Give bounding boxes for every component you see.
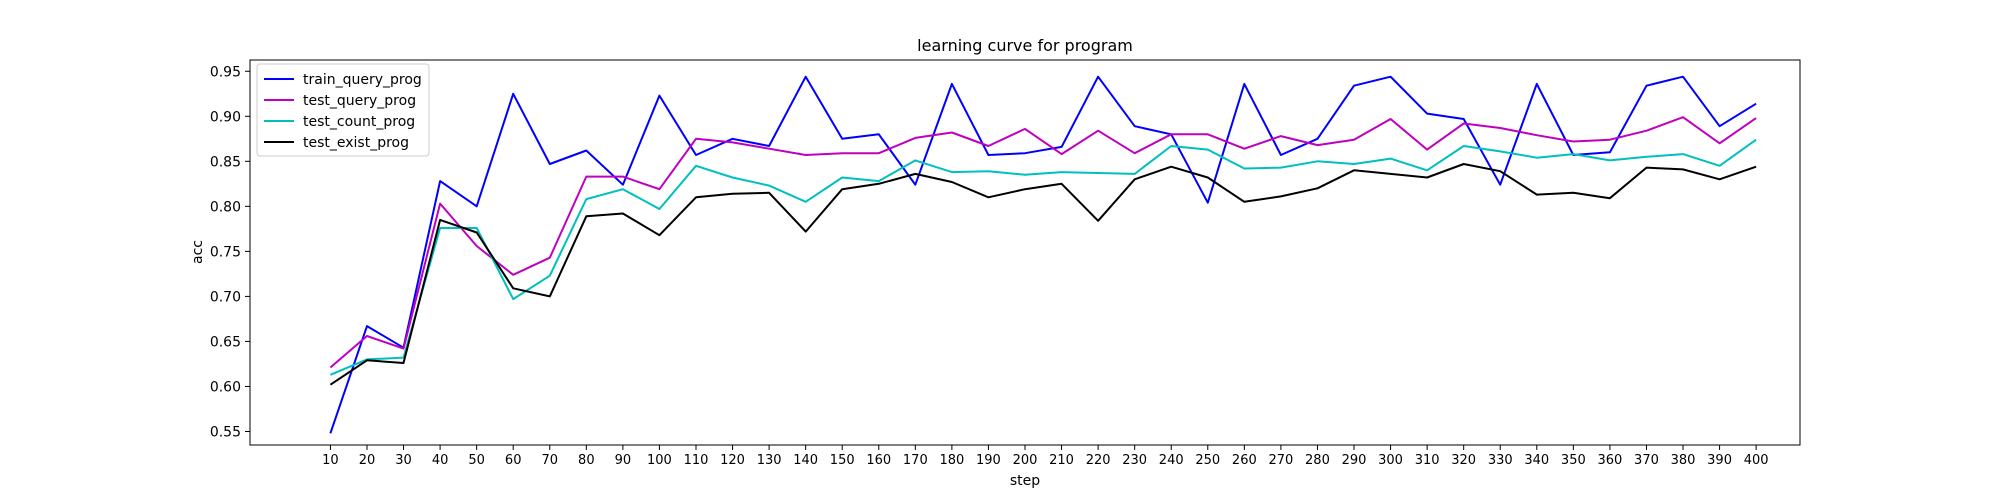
x-tick-label: 320: [1451, 453, 1476, 468]
series-line-test_exist_prog: [329, 163, 1757, 386]
x-tick-label: 20: [359, 453, 376, 468]
x-tick-label: 340: [1524, 453, 1549, 468]
x-tick-label: 210: [1049, 453, 1074, 468]
x-tick-label: 270: [1268, 453, 1293, 468]
x-tick-label: 330: [1488, 453, 1513, 468]
y-tick-label: 0.85: [210, 154, 241, 170]
x-tick-label: 160: [866, 453, 891, 468]
x-tick-label: 380: [1671, 453, 1696, 468]
series-line-train_query_prog: [329, 75, 1757, 434]
y-tick-label: 0.65: [210, 334, 241, 350]
y-axis: 0.55 0.60 0.65 0.70 0.75 0.80 0.85 0.90 0.95: [210, 64, 250, 440]
x-tick-label: 190: [976, 453, 1001, 468]
series-layer: [329, 75, 1757, 434]
x-tick-label: 30: [395, 453, 412, 468]
x-tick-label: 120: [720, 453, 745, 468]
x-tick-label: 150: [830, 453, 855, 468]
x-tick-label: 220: [1086, 453, 1111, 468]
x-tick-label: 300: [1378, 453, 1403, 468]
x-tick-label: 400: [1744, 453, 1769, 468]
x-tick-label: 290: [1342, 453, 1367, 468]
legend-label: train_query_prog: [303, 72, 422, 88]
y-tick-label: 0.75: [210, 244, 241, 260]
x-tick-label: 390: [1707, 453, 1732, 468]
x-tick-label: 370: [1634, 453, 1659, 468]
x-tick-label: 80: [578, 453, 595, 468]
legend-label: test_query_prog: [303, 93, 416, 109]
x-tick-label: 280: [1305, 453, 1330, 468]
chart-title: learning curve for program: [917, 36, 1133, 55]
x-tick-label: 200: [1013, 453, 1038, 468]
x-tick-label: 70: [541, 453, 558, 468]
x-tick-label: 350: [1561, 453, 1586, 468]
x-tick-label: 110: [684, 453, 709, 468]
x-tick-label: 60: [505, 453, 522, 468]
x-tick-label: 230: [1122, 453, 1147, 468]
y-tick-label: 0.55: [210, 424, 241, 440]
x-axis-label: step: [1010, 473, 1040, 489]
x-axis: 10 20 30 40 50 60 70 80 90 100 110 120 130 140 150 160 1…: [322, 445, 1769, 468]
series-line-test_query_prog: [329, 116, 1757, 369]
x-tick-label: 310: [1415, 453, 1440, 468]
x-tick-label: 240: [1159, 453, 1184, 468]
x-tick-label: 40: [432, 453, 449, 468]
legend-label: test_exist_prog: [303, 135, 409, 151]
x-tick-label: 90: [615, 453, 632, 468]
y-tick-label: 0.70: [210, 289, 241, 305]
x-tick-label: 140: [793, 453, 818, 468]
legend-label: test_count_prog: [303, 114, 415, 130]
x-tick-label: 170: [903, 453, 928, 468]
y-tick-label: 0.90: [210, 109, 241, 125]
y-axis-label: acc: [190, 240, 206, 264]
x-tick-label: 360: [1597, 453, 1622, 468]
y-tick-label: 0.60: [210, 379, 241, 395]
x-tick-label: 130: [757, 453, 782, 468]
x-tick-label: 10: [322, 453, 339, 468]
x-tick-label: 180: [939, 453, 964, 468]
y-tick-label: 0.95: [210, 64, 241, 80]
series-line-test_count_prog: [330, 138, 1757, 376]
x-tick-label: 260: [1232, 453, 1257, 468]
legend: train_query_prog test_query_prog test_coun…: [256, 63, 430, 157]
legend-box: [256, 63, 430, 157]
y-tick-label: 0.80: [210, 199, 241, 215]
x-tick-label: 100: [647, 453, 672, 468]
x-tick-label: 50: [468, 453, 485, 468]
x-tick-label: 250: [1195, 453, 1220, 468]
